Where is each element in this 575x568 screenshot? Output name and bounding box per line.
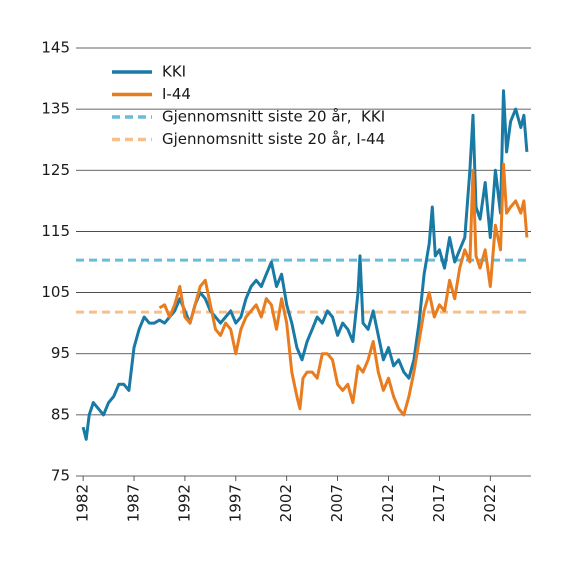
x-tick-label: 2007 [328,484,346,522]
y-tick-label: 85 [51,405,70,423]
x-tick-label: 1982 [74,484,92,522]
legend-label: Gjennomsnitt siste 20 år, KKI [162,108,385,126]
y-tick-label: 125 [41,161,70,179]
y-tick-label: 75 [51,467,70,485]
y-tick-label: 115 [41,222,70,240]
legend-label: I-44 [162,85,191,103]
x-tick-label: 1997 [226,484,244,522]
legend-label: KKI [162,63,186,81]
x-tick-label: 2012 [379,484,397,522]
x-tick-label: 1987 [125,484,143,522]
line [158,162,529,417]
x-tick-label: 2017 [430,484,448,522]
x-tick-label: 1992 [175,484,193,522]
y-tick-label: 145 [41,39,70,57]
x-tick-label: 2022 [481,484,499,522]
x-tick-label: 2002 [277,484,295,522]
y-tick-label: 105 [41,283,70,301]
line [81,89,529,441]
legend-label: Gjennomsnitt siste 20 år, I-44 [162,130,385,148]
y-tick-label: 95 [51,344,70,362]
y-tick-label: 135 [41,100,70,118]
